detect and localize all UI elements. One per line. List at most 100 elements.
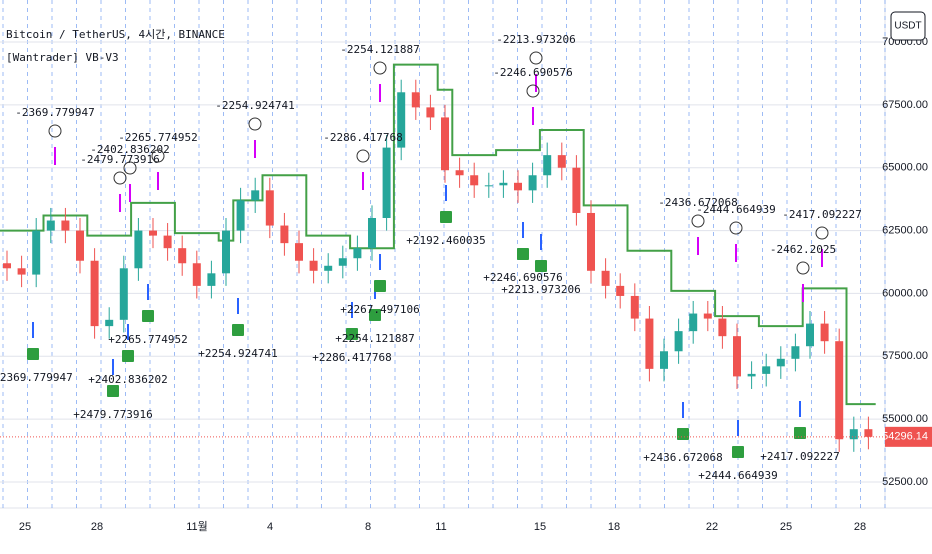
candle-body [791, 346, 800, 359]
candle-body [660, 351, 668, 369]
candle-body [163, 235, 172, 249]
candle-body [820, 323, 829, 342]
buy-icon [732, 446, 744, 458]
candle-body [368, 218, 376, 249]
trade-label: +2369.779947 [0, 371, 73, 384]
trade-label: +2254.924741 [198, 347, 277, 360]
candle-body [514, 182, 522, 191]
last-price-label: 54296.14 [882, 431, 928, 443]
trade-label: -2286.417768 [323, 131, 402, 144]
trade-label: -2402.836202 [90, 143, 169, 156]
candle-body [353, 248, 362, 259]
trade-label: +2436.672068 [643, 451, 722, 464]
chart-title: Bitcoin / TetherUS, 4시간, BINANCE [6, 28, 225, 41]
candle-body [484, 185, 493, 187]
x-tick-label: 8 [365, 521, 371, 533]
candle-body [587, 212, 595, 271]
candle-body [236, 200, 245, 231]
candle-body [776, 358, 785, 367]
sell-icon [373, 61, 387, 75]
indicator-name: [Wantrader] VB-V3 [6, 51, 119, 64]
y-tick-label: 60000.00 [882, 287, 928, 299]
candle-body [192, 263, 201, 286]
candle-body [3, 263, 11, 269]
sell-icon [151, 149, 165, 163]
sell-icon [691, 214, 705, 228]
buy-icon [677, 428, 689, 440]
candle-body [76, 230, 84, 261]
candle-body [441, 117, 449, 171]
buy-icon [27, 348, 39, 360]
sell-icon [113, 171, 127, 185]
buy-icon [142, 310, 154, 322]
candle-body [747, 373, 756, 377]
trade-label: -2479.773916 [80, 153, 159, 166]
x-tick-label: 18 [608, 521, 620, 533]
sell-icon [815, 226, 829, 240]
trade-label: +2246.690576 [483, 271, 562, 284]
buy-icon [535, 260, 547, 272]
y-tick-label: 67500.00 [882, 99, 928, 111]
trade-label: +2213.973206 [501, 283, 580, 296]
candle-body [426, 107, 435, 118]
trade-label: -2246.690576 [493, 66, 572, 79]
candle-body [382, 147, 391, 218]
x-tick-label: 28 [854, 521, 866, 533]
buy-icon [517, 248, 529, 260]
x-tick-label: 4 [267, 521, 273, 533]
x-tick-label: 25 [19, 521, 31, 533]
candle-body [90, 260, 99, 327]
sell-icon [529, 51, 543, 65]
candle-body [17, 268, 26, 275]
x-tick-label: 22 [706, 521, 718, 533]
candle-body [528, 175, 537, 191]
candle-body [309, 260, 318, 271]
candle-body [295, 243, 303, 261]
candle-body [178, 248, 187, 264]
y-tick-label: 52500.00 [882, 476, 928, 488]
candle-body [455, 170, 464, 176]
currency-label: USDT [894, 21, 921, 32]
buy-icon [794, 427, 806, 439]
candle-body [543, 155, 552, 176]
sell-icon [526, 84, 540, 98]
candle-body [222, 230, 230, 274]
buy-icon [369, 309, 381, 321]
candle-body [32, 230, 41, 275]
trade-label: +2479.773916 [73, 408, 152, 421]
y-tick-label: 55000.00 [882, 413, 928, 425]
trade-label: +2267.497106 [340, 303, 419, 316]
candle-body [251, 190, 260, 201]
candle-body [703, 313, 712, 319]
x-tick-label: 28 [91, 521, 103, 533]
candle-body [616, 285, 625, 296]
candle-body [265, 190, 274, 226]
candle-body [105, 319, 114, 327]
trade-label: -2254.924741 [215, 99, 294, 112]
candle-body [733, 336, 741, 377]
candle-body [835, 341, 844, 440]
candle-body [397, 92, 406, 148]
candle-body [645, 318, 654, 369]
sell-icon [123, 161, 137, 175]
candle-body [630, 295, 639, 319]
buy-icon [107, 385, 119, 397]
y-tick-label: 57500.00 [882, 350, 928, 362]
candle-body [149, 230, 157, 236]
candle-body [718, 318, 727, 337]
sell-icon [356, 149, 370, 163]
candle-body [674, 331, 683, 352]
candle-body [280, 225, 289, 244]
buy-icon [346, 328, 358, 340]
candle-body [119, 268, 128, 320]
trade-label: -2265.774952 [118, 131, 197, 144]
buy-icon [374, 280, 386, 292]
trade-label: -2444.664939 [696, 203, 775, 216]
candle-body [411, 92, 420, 108]
trade-label: +2286.417768 [312, 351, 391, 364]
trade-label: +2402.836202 [88, 373, 167, 386]
buy-icon [122, 350, 134, 362]
sell-icon [48, 124, 62, 138]
